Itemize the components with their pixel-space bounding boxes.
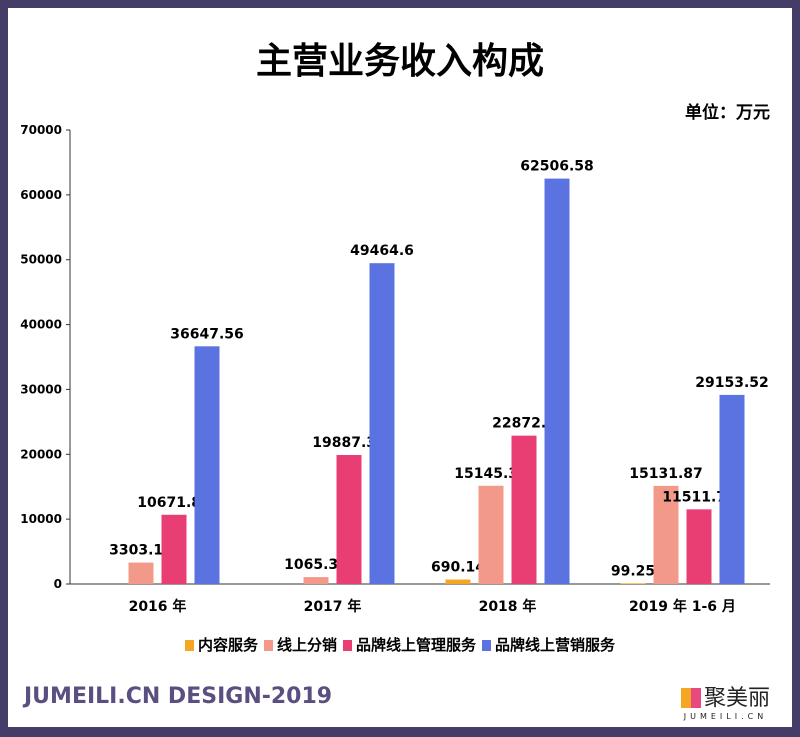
legend: 内容服务 线上分销 品牌线上管理服务 品牌线上营销服务 — [0, 634, 800, 655]
bar — [511, 435, 537, 584]
data-label: 49464.6 — [350, 243, 414, 259]
data-label: 15131.87 — [629, 466, 703, 482]
bar — [194, 346, 220, 584]
bar — [478, 485, 504, 584]
chart-title: 主营业务收入构成 — [255, 41, 544, 82]
logo-mark-icon — [680, 688, 701, 708]
data-label: 22872.5 — [492, 416, 556, 432]
bar — [336, 455, 362, 584]
y-tick-label: 20000 — [20, 447, 62, 461]
legend-swatch — [482, 640, 492, 651]
legend-item: 线上分销 — [263, 636, 337, 654]
chart-panel — [8, 8, 792, 727]
bar — [653, 485, 679, 584]
legend-item: 品牌线上管理服务 — [343, 636, 476, 654]
data-label: 1065.35 — [284, 557, 348, 573]
y-tick-label: 70000 — [20, 123, 62, 137]
y-tick-label: 0 — [54, 577, 62, 591]
y-tick-label: 40000 — [20, 318, 62, 332]
logo-cn: 聚美丽 — [703, 686, 770, 711]
y-tick-label: 50000 — [20, 253, 62, 267]
bar — [445, 579, 471, 584]
logo: 聚美丽 JUMEILI.CN — [680, 680, 770, 721]
bar — [686, 509, 712, 584]
unit-label: 单位：万元 — [685, 103, 770, 123]
x-tick-label: 2018 年 — [479, 598, 537, 615]
data-label: 15145.32 — [454, 466, 528, 482]
y-tick-label: 10000 — [20, 512, 62, 526]
logo-en: JUMEILI.CN — [683, 712, 768, 721]
legend-swatch — [184, 640, 194, 651]
bar — [620, 583, 646, 584]
bar — [369, 263, 395, 584]
data-label: 99.25 — [611, 563, 655, 579]
data-label: 36647.56 — [170, 326, 244, 342]
legend-item: 内容服务 — [184, 636, 258, 654]
x-tick-label: 2019 年 1-6 月 — [629, 598, 736, 615]
legend-label: 品牌线上管理服务 — [356, 636, 477, 654]
legend-item: 品牌线上营销服务 — [482, 636, 615, 654]
data-label: 690.14 — [431, 560, 485, 576]
legend-swatch — [343, 640, 352, 651]
legend-label: 品牌线上营销服务 — [495, 636, 616, 654]
data-label: 62506.58 — [520, 159, 594, 175]
data-label: 3303.16 — [109, 543, 173, 559]
data-label: 10671.88 — [137, 495, 211, 511]
bar — [128, 562, 154, 584]
x-tick-label: 2017 年 — [304, 598, 362, 615]
bar — [303, 577, 329, 584]
data-label: 11511.76 — [662, 489, 736, 505]
legend-label: 线上分销 — [276, 636, 337, 654]
y-tick-label: 60000 — [20, 188, 62, 202]
legend-swatch — [263, 640, 273, 651]
bar — [161, 514, 187, 584]
x-tick-label: 2016 年 — [129, 598, 187, 615]
data-label: 19887.34 — [312, 435, 386, 451]
footer-text: JUMEILI.CN DESIGN-2019 — [24, 684, 333, 709]
legend-label: 内容服务 — [197, 636, 258, 654]
bar — [719, 394, 745, 584]
y-tick-label: 30000 — [20, 382, 62, 396]
bar — [544, 178, 570, 585]
data-label: 29153.52 — [695, 375, 769, 391]
